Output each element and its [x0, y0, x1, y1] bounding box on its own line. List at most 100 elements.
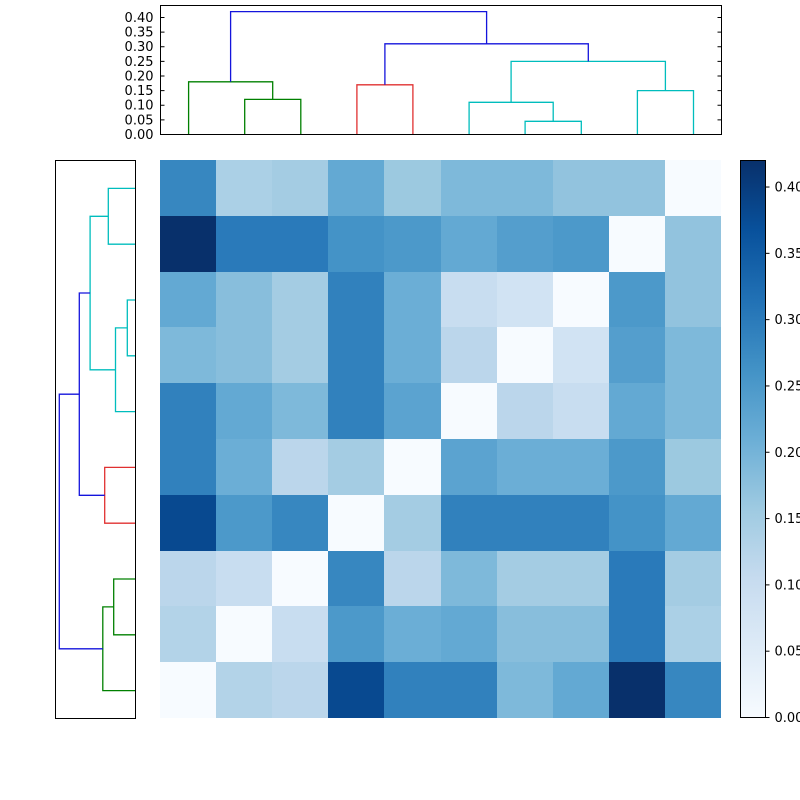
- heatmap-cell: [272, 383, 328, 439]
- heatmap-cell: [384, 606, 441, 662]
- heatmap-cell: [665, 439, 721, 495]
- heatmap-cell: [272, 606, 328, 662]
- top-axis-tick-label: 0.10: [125, 99, 154, 114]
- colorbar-tick-label: 0.05: [775, 645, 800, 660]
- heatmap-cell: [160, 383, 216, 439]
- heatmap-cell: [497, 383, 553, 439]
- heatmap-cell: [384, 160, 441, 216]
- heatmap-cell: [441, 551, 497, 606]
- heatmap-cell: [553, 439, 609, 495]
- heatmap-cell: [441, 160, 497, 216]
- colorbar: 0.00 0.05 0.10 0.15 0.20 0.25 0.30 0.35 0.40: [740, 160, 800, 726]
- heatmap-cell: [384, 662, 441, 718]
- heatmap-cell: [216, 216, 272, 272]
- heatmap-cell: [665, 216, 721, 272]
- heatmap-cell: [553, 327, 609, 383]
- heatmap-cell: [441, 272, 497, 327]
- top-dendrogram-link: [384, 43, 589, 85]
- colorbar-tick-label: 0.25: [775, 379, 800, 394]
- heatmap-cell: [160, 216, 216, 272]
- heatmap-cell: [216, 662, 272, 718]
- heatmap-cell: [160, 495, 216, 551]
- heatmap-cell: [441, 606, 497, 662]
- heatmap-cell: [609, 495, 665, 551]
- heatmap-cell: [216, 606, 272, 662]
- heatmap-cell: [160, 606, 216, 662]
- left-dendrogram-link: [102, 606, 136, 692]
- heatmap-cell: [272, 160, 328, 216]
- top-dendrogram-frame: [160, 5, 722, 135]
- left-dendrogram-frame: [55, 160, 136, 719]
- left-dendrogram-link: [114, 327, 136, 413]
- top-dendrogram-link: [229, 10, 488, 82]
- heatmap-cell: [665, 662, 721, 718]
- heatmap-cell: [216, 439, 272, 495]
- colorbar-tick-label: 0.15: [775, 512, 800, 527]
- heatmap-cell: [328, 495, 384, 551]
- heatmap-cell: [441, 383, 497, 439]
- heatmap-cell: [553, 495, 609, 551]
- top-axis-tick-label: 0.40: [125, 11, 154, 26]
- top-axis-tick-label: 0.35: [125, 26, 154, 41]
- heatmap-cell: [328, 551, 384, 606]
- heatmap-cell: [497, 495, 553, 551]
- heatmap-cell: [553, 383, 609, 439]
- heatmap-cell: [609, 327, 665, 383]
- heatmap-cell: [553, 606, 609, 662]
- heatmap-cell: [216, 551, 272, 606]
- heatmap-cell: [328, 272, 384, 327]
- colorbar-tick-label: 0.00: [775, 711, 800, 726]
- left-dendrogram-link: [107, 187, 136, 245]
- heatmap-cell: [441, 662, 497, 718]
- heatmap-cell: [384, 383, 441, 439]
- heatmap-cell: [272, 327, 328, 383]
- colorbar-tick-label: 0.30: [775, 313, 800, 328]
- heatmap-cell: [216, 272, 272, 327]
- heatmap-cell: [160, 327, 216, 383]
- heatmap-cell: [272, 216, 328, 272]
- heatmap-cell: [216, 495, 272, 551]
- heatmap-cell: [441, 495, 497, 551]
- heatmap-cell: [497, 272, 553, 327]
- heatmap-cell: [609, 272, 665, 327]
- top-axis-tick-label: 0.00: [125, 128, 154, 143]
- heatmap-cell: [665, 551, 721, 606]
- colorbar-tick-label: 0.40: [775, 181, 800, 196]
- heatmap-cell: [441, 216, 497, 272]
- heatmap-cell: [384, 327, 441, 383]
- heatmap-cell: [216, 160, 272, 216]
- top-axis-tick-label: 0.25: [125, 55, 154, 70]
- top-dendrogram: 0.400.350.300.250.200.150.100.050.00: [125, 5, 722, 143]
- heatmap-cell: [665, 495, 721, 551]
- heatmap-cell: [160, 272, 216, 327]
- colorbar-tick-label: 0.10: [775, 578, 800, 593]
- heatmap-cell: [553, 272, 609, 327]
- heatmap-cell: [609, 383, 665, 439]
- heatmap-cell: [553, 160, 609, 216]
- heatmap-cell: [497, 662, 553, 718]
- heatmap-cell: [272, 551, 328, 606]
- heatmap-cell: [160, 160, 216, 216]
- heatmap-cell: [665, 327, 721, 383]
- top-dendrogram-link: [244, 98, 302, 135]
- colorbar-tick-label: 0.20: [775, 446, 800, 461]
- heatmap-cell: [160, 439, 216, 495]
- heatmap-cell: [497, 551, 553, 606]
- heatmap-cell: [216, 383, 272, 439]
- top-axis-tick-label: 0.05: [125, 113, 154, 128]
- top-dendrogram-link: [187, 81, 274, 135]
- heatmap-cell: [553, 551, 609, 606]
- heatmap-cell: [665, 160, 721, 216]
- heatmap-cell: [497, 160, 553, 216]
- heatmap-cell: [328, 327, 384, 383]
- heatmap-cell: [665, 606, 721, 662]
- heatmap-cell: [384, 272, 441, 327]
- colorbar-tick-label: 0.35: [775, 247, 800, 262]
- left-dendrogram-link: [126, 299, 136, 357]
- heatmap-cell: [609, 216, 665, 272]
- heatmap-cell: [665, 383, 721, 439]
- heatmap-cell: [328, 662, 384, 718]
- heatmap-cell: [328, 216, 384, 272]
- heatmap-cell: [553, 662, 609, 718]
